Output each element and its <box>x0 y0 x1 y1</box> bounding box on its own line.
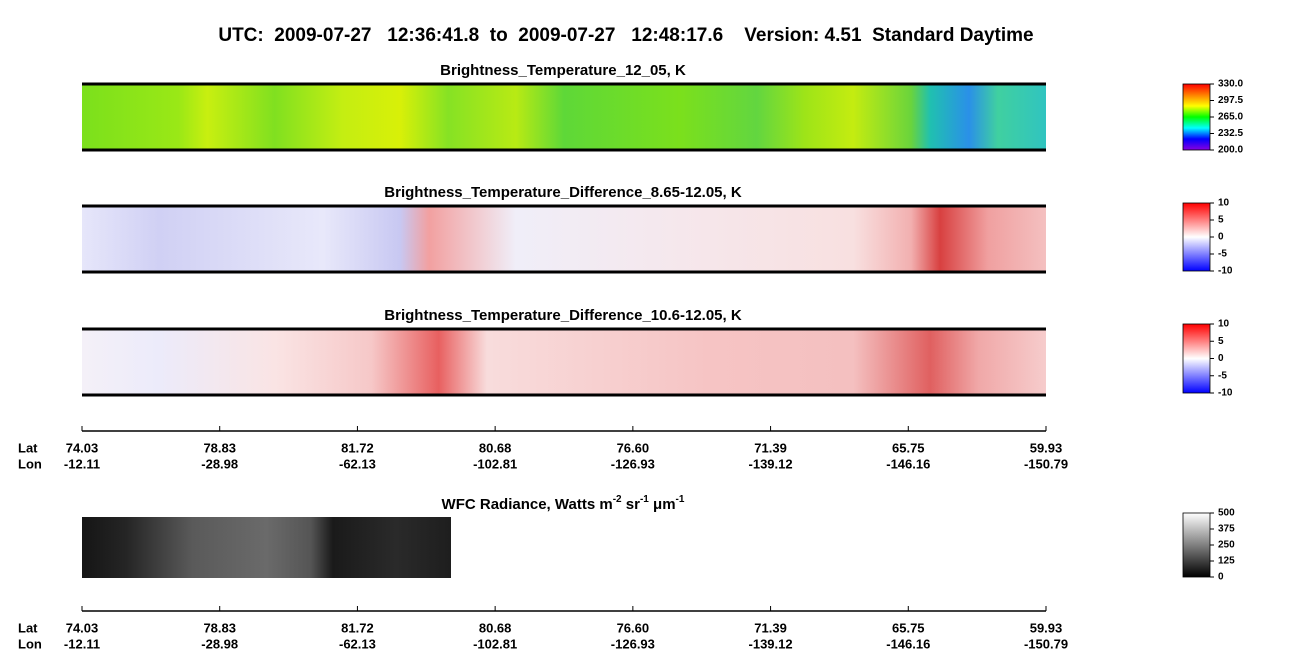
axis-label: Lon <box>18 636 42 651</box>
image-panel <box>82 517 451 578</box>
panel-title: Brightness_Temperature_Difference_8.65-1… <box>384 184 742 201</box>
lon-label: -150.79 <box>1024 456 1068 471</box>
lon-label: -139.12 <box>749 636 793 651</box>
lon-label: -126.93 <box>611 456 655 471</box>
colorbar <box>1182 323 1211 394</box>
colorbar-tick-label: 297.5 <box>1218 95 1243 106</box>
image-panel <box>82 329 1046 395</box>
lat-label: 81.72 <box>341 440 374 455</box>
image-panel <box>82 84 1046 150</box>
colorbar-tick-label: 0 <box>1218 572 1224 583</box>
lon-label: -146.16 <box>886 456 930 471</box>
colorbar-tick-label: 500 <box>1218 508 1235 519</box>
superscript: -2 <box>613 494 622 505</box>
lat-label: 81.72 <box>341 620 374 635</box>
axis-label: Lon <box>18 456 42 471</box>
colorbar <box>1182 202 1211 272</box>
colorbar-tick-label: 5 <box>1218 215 1224 226</box>
panel-borders <box>82 82 1046 397</box>
colorbar-tick-label: 330.0 <box>1218 79 1243 90</box>
colorbar-tick-label: -5 <box>1218 249 1227 260</box>
panel-title: WFC Radiance, Watts m-2 sr-1 μm-1 <box>442 494 685 513</box>
lat-label: 59.93 <box>1030 620 1063 635</box>
page-title: UTC: 2009-07-27 12:36:41.8 to 2009-07-27… <box>218 25 1033 46</box>
colorbar-tick-label: -5 <box>1218 370 1227 381</box>
lon-label: -62.13 <box>339 636 376 651</box>
colorbar-tick-label: 375 <box>1218 524 1235 535</box>
lat-label: 59.93 <box>1030 440 1063 455</box>
axis-label: Lat <box>18 620 38 635</box>
colorbar-tick-label: -10 <box>1218 266 1233 277</box>
colorbar-tick-label: 10 <box>1218 198 1230 209</box>
lat-label: 76.60 <box>617 620 650 635</box>
lon-label: -12.11 <box>64 636 100 651</box>
lon-label: -12.11 <box>64 456 100 471</box>
lat-label: 78.83 <box>203 440 236 455</box>
title-text: WFC Radiance, Watts m <box>442 496 613 513</box>
lon-label: -150.79 <box>1024 636 1068 651</box>
colorbar-tick-label: 200.0 <box>1218 145 1243 156</box>
colorbar-tick-label: -10 <box>1218 388 1233 399</box>
lat-label: 80.68 <box>479 620 512 635</box>
lon-label: -62.13 <box>339 456 376 471</box>
colorbar-tick-label: 5 <box>1218 336 1224 347</box>
title-text: sr <box>622 496 641 513</box>
lon-label: -28.98 <box>201 636 238 651</box>
colorbar-tick-label: 265.0 <box>1218 112 1243 123</box>
colorbar-tick-label: 125 <box>1218 556 1235 567</box>
lat-label: 71.39 <box>754 440 787 455</box>
axis-label: Lat <box>18 440 38 455</box>
lat-label: 74.03 <box>66 620 99 635</box>
colorbar-tick-label: 0 <box>1218 232 1224 243</box>
panel-title: Brightness_Temperature_12_05, K <box>440 62 686 79</box>
colorbar-tick-label: 250 <box>1218 540 1235 551</box>
colorbar-tick-label: 10 <box>1218 319 1230 330</box>
lon-label: -102.81 <box>473 456 517 471</box>
lat-label: 65.75 <box>892 440 925 455</box>
lat-label: 74.03 <box>66 440 99 455</box>
colorbar <box>1182 512 1211 578</box>
lon-label: -28.98 <box>201 456 238 471</box>
title-text: μm <box>649 496 676 513</box>
superscript: -1 <box>640 494 649 505</box>
lat-label: 80.68 <box>479 440 512 455</box>
lat-label: 78.83 <box>203 620 236 635</box>
lon-label: -126.93 <box>611 636 655 651</box>
lon-label: -146.16 <box>886 636 930 651</box>
colorbar-tick-label: 232.5 <box>1218 128 1243 139</box>
colorbar <box>1182 83 1211 151</box>
colorbar-tick-label: 0 <box>1218 353 1224 364</box>
lon-label: -102.81 <box>473 636 517 651</box>
lat-label: 76.60 <box>617 440 650 455</box>
superscript: -1 <box>676 494 685 505</box>
lon-label: -139.12 <box>749 456 793 471</box>
lat-label: 71.39 <box>754 620 787 635</box>
panel-title: Brightness_Temperature_Difference_10.6-1… <box>384 307 742 324</box>
lat-label: 65.75 <box>892 620 925 635</box>
image-panel <box>82 206 1046 272</box>
